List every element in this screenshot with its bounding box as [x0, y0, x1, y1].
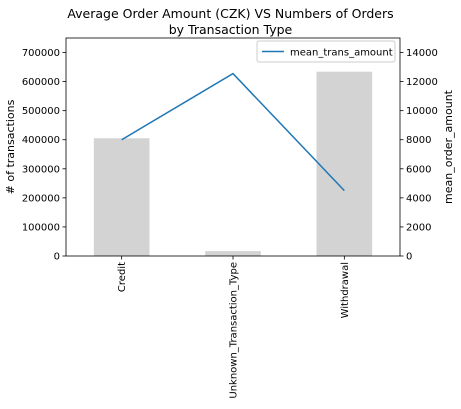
bar-series — [93, 71, 373, 256]
left-tick-label: 500000 — [22, 106, 60, 117]
x-tick-label: Credit — [117, 262, 128, 292]
left-tick-label: 100000 — [22, 222, 60, 233]
bar-withdrawal — [316, 71, 373, 256]
chart-title: Average Order Amount (CZK) VS Numbers of… — [0, 6, 461, 38]
left-tick-label: 0 — [54, 252, 60, 263]
right-tick-label: 12000 — [406, 77, 438, 88]
left-y-axis-label: # of transactions — [4, 99, 17, 194]
left-tick-label: 700000 — [22, 48, 60, 59]
right-tick-label: 4000 — [406, 193, 431, 204]
right-tick-label: 0 — [406, 252, 412, 263]
legend-box — [256, 40, 396, 63]
left-tick-label: 300000 — [22, 164, 60, 175]
x-tick-label: Unknown_Transaction_Type — [229, 262, 240, 399]
right-tick-label: 2000 — [406, 222, 431, 233]
left-tick-label: 200000 — [22, 193, 60, 204]
right-tick-label: 6000 — [406, 164, 431, 175]
line-series — [121, 72, 345, 192]
bar-unknown_transaction_type — [205, 251, 261, 256]
x-tick-label: Withdrawal — [340, 262, 351, 318]
legend: mean_trans_amount — [256, 40, 396, 63]
legend-label: mean_trans_amount — [290, 48, 393, 59]
left-y-axis: 0 100000 200000 300000 400000 500000 600000 700… — [22, 48, 66, 263]
right-tick-label: 14000 — [406, 48, 438, 59]
left-tick-label: 400000 — [22, 135, 60, 146]
right-y-axis-label: mean_order_amount — [442, 89, 455, 204]
right-tick-label: 10000 — [406, 106, 438, 117]
chart-title-line2: by Transaction Type — [168, 22, 293, 37]
right-tick-label: 8000 — [406, 135, 431, 146]
bar-credit — [93, 138, 150, 256]
x-axis: Credit Unknown_Transaction_Type Withdrawal — [117, 256, 351, 399]
left-tick-label: 600000 — [22, 77, 60, 88]
chart-title-line1: Average Order Amount (CZK) VS Numbers of… — [67, 6, 394, 21]
right-y-axis: 0 2000 4000 6000 8000 10000 12000 14000 — [400, 48, 438, 263]
mean-trans-amount-line — [121, 72, 345, 192]
